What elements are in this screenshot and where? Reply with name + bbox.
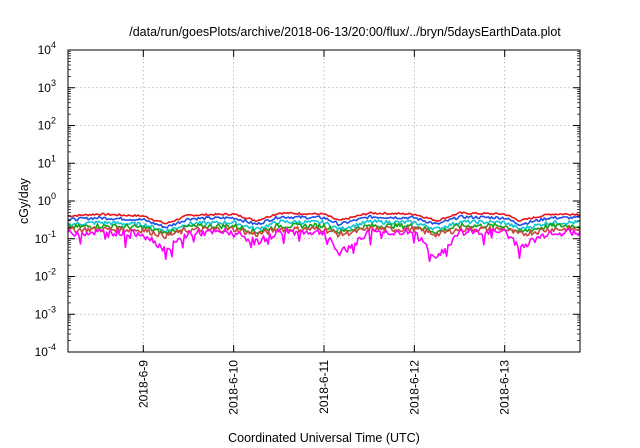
- y-tick-label-base: 10: [38, 156, 52, 170]
- chart-title: /data/run/goesPlots/archive/2018-06-13/2…: [129, 25, 561, 39]
- y-tick-label-base: 10: [38, 194, 52, 208]
- y-tick-label-exponent: -3: [48, 304, 56, 314]
- y-tick-label-base: 10: [38, 119, 52, 133]
- x-tick-label: 2018-6-10: [227, 360, 241, 415]
- y-tick-label-exponent: -2: [48, 267, 56, 277]
- y-tick-label: 104: [38, 40, 56, 57]
- y-tick-label: 101: [38, 153, 56, 170]
- y-axis-label: cGy/day: [17, 177, 31, 224]
- series-line-2: [67, 214, 581, 229]
- x-axis: 2018-6-9 2018-6-10 2018-6-11 2018-6-12 2018-…: [136, 50, 512, 415]
- y-tick-label-exponent: 1: [51, 153, 56, 163]
- y-tick-label: 10-3: [35, 304, 56, 321]
- y-tick-label: 10-4: [35, 342, 56, 359]
- y-tick-label-exponent: 2: [51, 116, 56, 126]
- series-line-6: [67, 227, 581, 263]
- y-tick-label-base: 10: [35, 270, 49, 284]
- y-tick-label: 100: [38, 191, 56, 208]
- x-axis-label: Coordinated Universal Time (UTC): [228, 431, 420, 445]
- y-tick-label-exponent: -1: [48, 229, 56, 239]
- y-tick-label: 102: [38, 116, 56, 133]
- x-tick-label: 2018-6-12: [407, 360, 421, 415]
- x-tick-label: 2018-6-11: [317, 360, 331, 414]
- y-tick-label: 103: [38, 78, 56, 95]
- x-tick-label: 2018-6-13: [498, 360, 512, 415]
- y-tick-label-exponent: 4: [51, 40, 56, 50]
- x-tick-label: 2018-6-9: [136, 360, 150, 408]
- y-tick-label-base: 10: [38, 43, 52, 57]
- series-group: [67, 211, 581, 263]
- y-tick-label-exponent: -4: [48, 342, 56, 352]
- y-tick-label-base: 10: [35, 307, 49, 321]
- y-tick-label-base: 10: [35, 232, 49, 246]
- grid: [68, 50, 580, 352]
- y-tick-label-exponent: 3: [51, 78, 56, 88]
- y-tick-label: 10-2: [35, 267, 56, 284]
- y-tick-label: 10-1: [35, 229, 56, 246]
- y-tick-label-base: 10: [35, 345, 49, 359]
- series-line-4: [67, 222, 581, 236]
- y-tick-label-base: 10: [38, 81, 52, 95]
- series-line-1: [67, 211, 580, 225]
- y-tick-label-exponent: 0: [51, 191, 56, 201]
